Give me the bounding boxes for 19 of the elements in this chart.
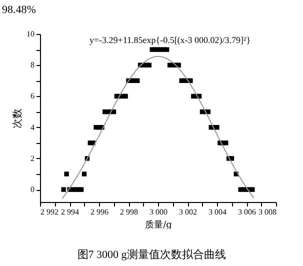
- x-tick-label: 2 998: [120, 208, 138, 216]
- x-tick-label: 3 008: [258, 208, 276, 216]
- x-tick-label: 3 002: [179, 208, 197, 216]
- annotation: y=-3.29+11.85exp{-0.5[(x-3 000.02)/3.79]²}: [89, 35, 251, 45]
- x-tick-label: 3 006: [238, 208, 256, 216]
- y-tick-label: 8: [30, 60, 34, 70]
- y-tick-label: 10: [26, 30, 34, 38]
- x-tick-label: 2 992: [40, 208, 58, 216]
- x-tick-label: 3 004: [208, 208, 226, 216]
- caption: 图7 3000 g测量值次数拟合曲线: [76, 248, 227, 262]
- y-tick-label: 4: [30, 122, 34, 132]
- x-tick-label: 3 000: [150, 208, 168, 216]
- y-tick-label: 0: [30, 185, 34, 194]
- x-tick-label: 2 996: [90, 208, 108, 216]
- y-tick-label: 6: [30, 92, 34, 101]
- y-axis-title: 次数: [12, 108, 24, 128]
- text: 98.48%: [1, 3, 37, 18]
- x-tick-label: 2 994: [61, 208, 79, 216]
- y-tick-label: 2: [30, 154, 34, 163]
